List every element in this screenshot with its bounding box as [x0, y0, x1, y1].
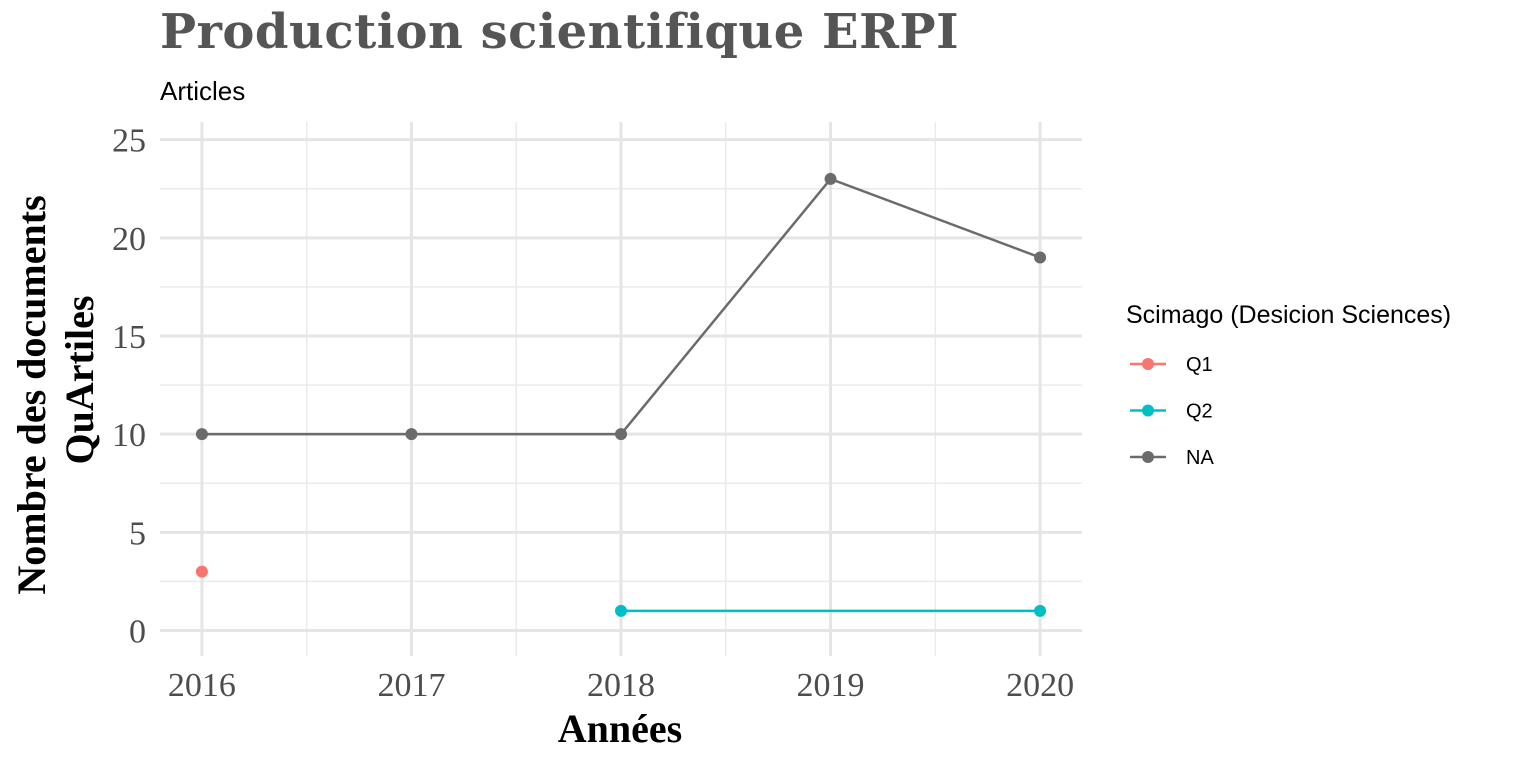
grid — [160, 122, 1082, 656]
y-tick-label: 25 — [112, 123, 146, 160]
legend-label-q2: Q2 — [1186, 401, 1213, 423]
x-axis-title: Années — [558, 706, 682, 751]
legend: Scimago (Desicion Sciences) Q1 Q2 NA — [1126, 301, 1451, 469]
chart-subtitle: Articles — [160, 76, 246, 106]
legend-label-na: NA — [1186, 447, 1214, 469]
legend-key-point — [1142, 358, 1154, 370]
point-na-2017 — [405, 428, 418, 441]
y-tick-label: 0 — [129, 613, 146, 650]
y-tick-label: 5 — [129, 515, 146, 552]
legend-key-point — [1142, 451, 1154, 463]
y-axis-title-line1: Nombre des documents — [9, 195, 54, 594]
x-tick-label: 2019 — [797, 667, 865, 704]
x-tick-label: 2017 — [377, 667, 445, 704]
point-q2-2018 — [615, 604, 627, 617]
y-axis-title-line2: QuArtiles — [57, 296, 102, 465]
point-na-2020 — [1034, 251, 1047, 264]
point-na-2018 — [615, 428, 627, 441]
chart-title: Production scientifique ERPI — [160, 4, 960, 60]
series-points — [195, 172, 1047, 617]
y-tick-label: 10 — [112, 417, 146, 454]
point-na-2019 — [824, 172, 837, 185]
point-q2-2020 — [1034, 604, 1047, 617]
legend-label-q1: Q1 — [1186, 354, 1213, 376]
y-tick-label: 15 — [112, 319, 146, 356]
x-ticks: 2016 2017 2018 2019 2020 — [168, 667, 1074, 704]
point-q1-2016 — [195, 565, 208, 578]
legend-title: Scimago (Desicion Sciences) — [1126, 301, 1451, 329]
x-tick-label: 2016 — [168, 667, 236, 704]
x-tick-label: 2020 — [1006, 667, 1074, 704]
y-ticks: 0 5 10 15 20 25 — [112, 123, 146, 651]
y-tick-label: 20 — [112, 221, 146, 258]
point-na-2016 — [195, 428, 208, 441]
x-tick-label: 2018 — [587, 667, 655, 704]
legend-key-point — [1142, 404, 1154, 417]
